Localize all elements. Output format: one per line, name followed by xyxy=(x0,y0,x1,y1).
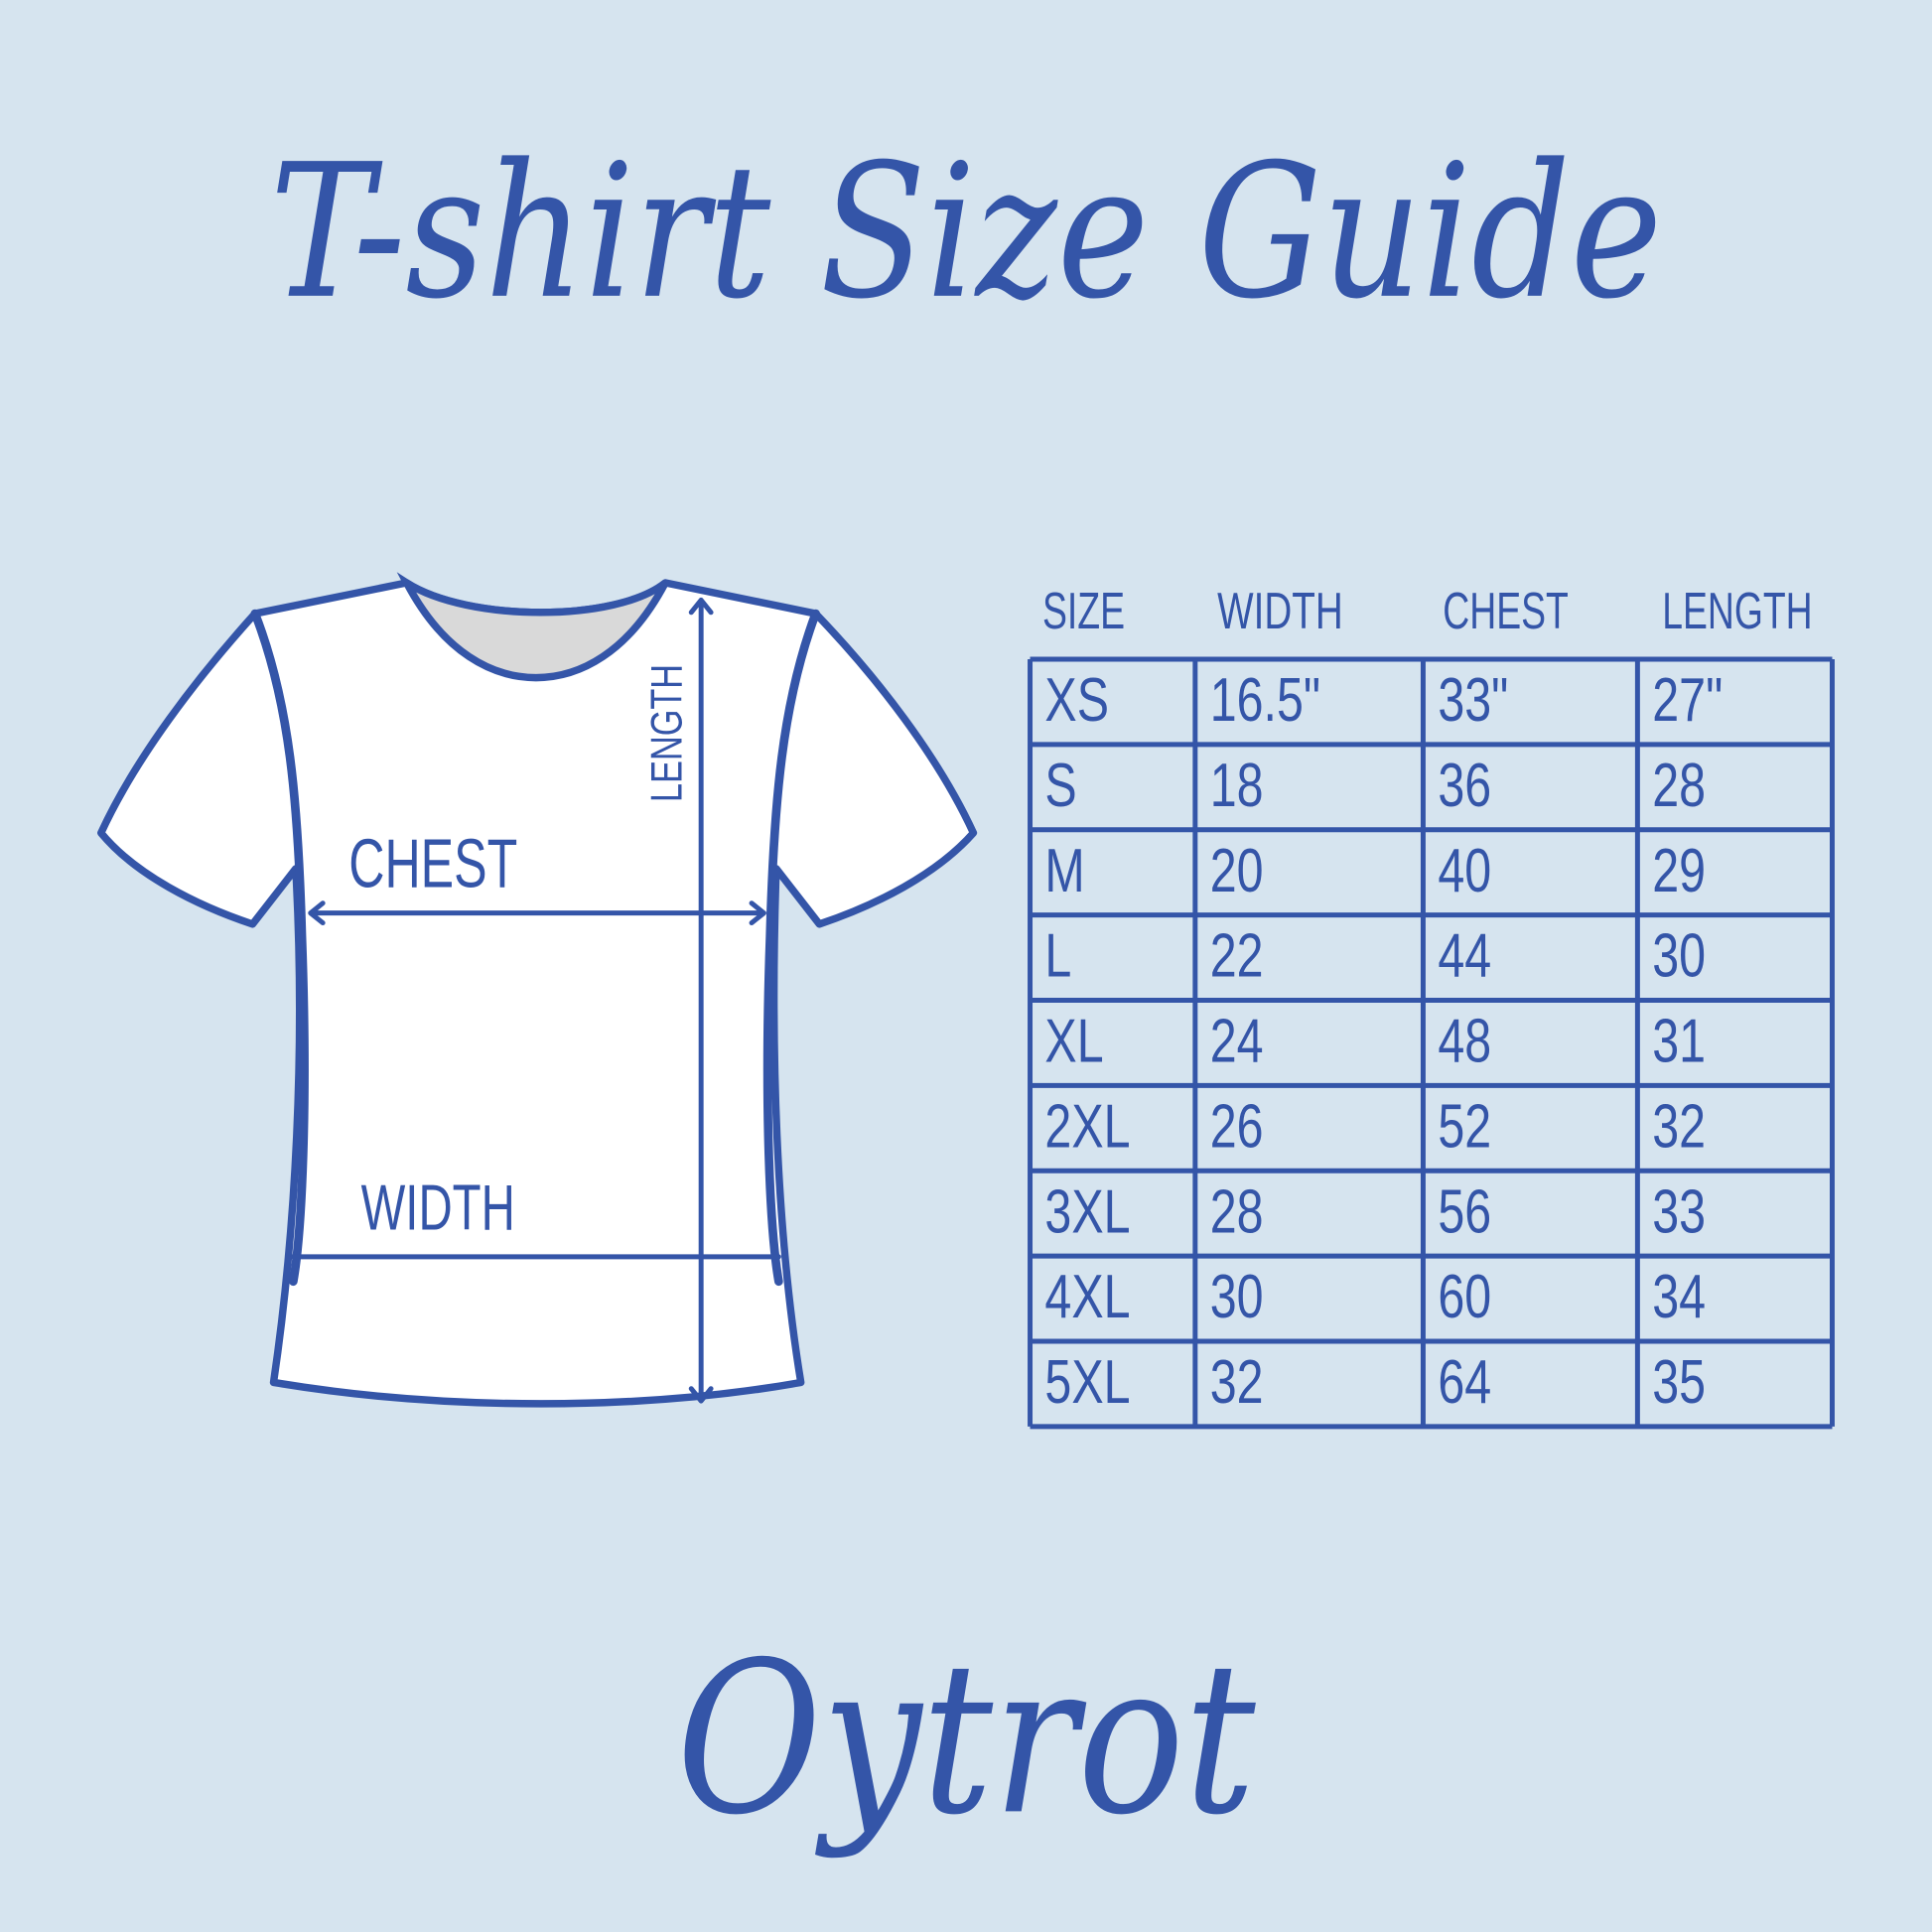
length-cell: 35 xyxy=(1652,1347,1706,1416)
width-cell: 32 xyxy=(1210,1347,1264,1416)
width-cell: 28 xyxy=(1210,1177,1264,1246)
width-cell: 22 xyxy=(1210,921,1264,990)
length-cell: 29 xyxy=(1652,836,1706,904)
chest-cell: 36 xyxy=(1438,751,1491,819)
tshirt-outline xyxy=(97,579,978,1408)
chest-cell: 48 xyxy=(1438,1007,1491,1075)
width-cell: 16.5" xyxy=(1210,665,1320,734)
size-cell: M xyxy=(1044,836,1084,904)
page-title: T-shirt Size Guide xyxy=(270,124,1662,340)
size-cell: 2XL xyxy=(1044,1092,1130,1161)
size-cell: XL xyxy=(1044,1007,1103,1075)
brand-logo: Oytrot xyxy=(676,1616,1256,1861)
size-cell: S xyxy=(1044,751,1076,819)
width-cell: 30 xyxy=(1210,1262,1264,1330)
length-arrow xyxy=(688,597,714,1404)
size-cell: XS xyxy=(1044,665,1109,734)
tshirt-collar xyxy=(396,572,669,682)
length-cell: 32 xyxy=(1652,1092,1706,1161)
column-header: CHEST xyxy=(1443,583,1569,640)
column-header: WIDTH xyxy=(1217,583,1343,640)
length-cell: 33 xyxy=(1652,1177,1706,1246)
chest-cell: 56 xyxy=(1438,1177,1491,1246)
width-cell: 26 xyxy=(1210,1092,1264,1161)
chest-cell: 40 xyxy=(1438,836,1491,904)
width-cell: 24 xyxy=(1210,1007,1264,1075)
column-header: LENGTH xyxy=(1662,583,1812,640)
chest-cell: 44 xyxy=(1438,921,1491,990)
size-cell: L xyxy=(1044,921,1071,990)
size-cell: 5XL xyxy=(1044,1347,1130,1416)
chest-label: CHEST xyxy=(348,825,517,902)
left-side-seam xyxy=(250,609,309,1287)
length-cell: 34 xyxy=(1652,1262,1706,1330)
size-table: SIZE WIDTH CHEST LENGTH XS 16.5" 33" 27" S 18 36 28… xyxy=(1028,583,1835,1430)
chest-cell: 60 xyxy=(1438,1262,1491,1330)
length-cell: 27" xyxy=(1652,665,1723,734)
chest-cell: 52 xyxy=(1438,1092,1491,1161)
chest-cell: 33" xyxy=(1438,665,1508,734)
length-cell: 31 xyxy=(1652,1007,1706,1075)
width-cell: 18 xyxy=(1210,751,1264,819)
width-label: WIDTH xyxy=(361,1173,515,1244)
width-cell: 20 xyxy=(1210,836,1264,904)
column-header: SIZE xyxy=(1042,583,1125,640)
chest-cell: 64 xyxy=(1438,1347,1491,1416)
length-label: LENGTH xyxy=(642,664,691,802)
right-side-seam xyxy=(762,609,820,1287)
length-cell: 28 xyxy=(1652,751,1706,819)
chest-arrow xyxy=(308,900,766,926)
size-cell: 4XL xyxy=(1044,1262,1130,1330)
tshirt-diagram: CHEST WIDTH LENGTH xyxy=(97,572,978,1408)
length-cell: 30 xyxy=(1652,921,1706,990)
size-cell: 3XL xyxy=(1044,1177,1130,1246)
